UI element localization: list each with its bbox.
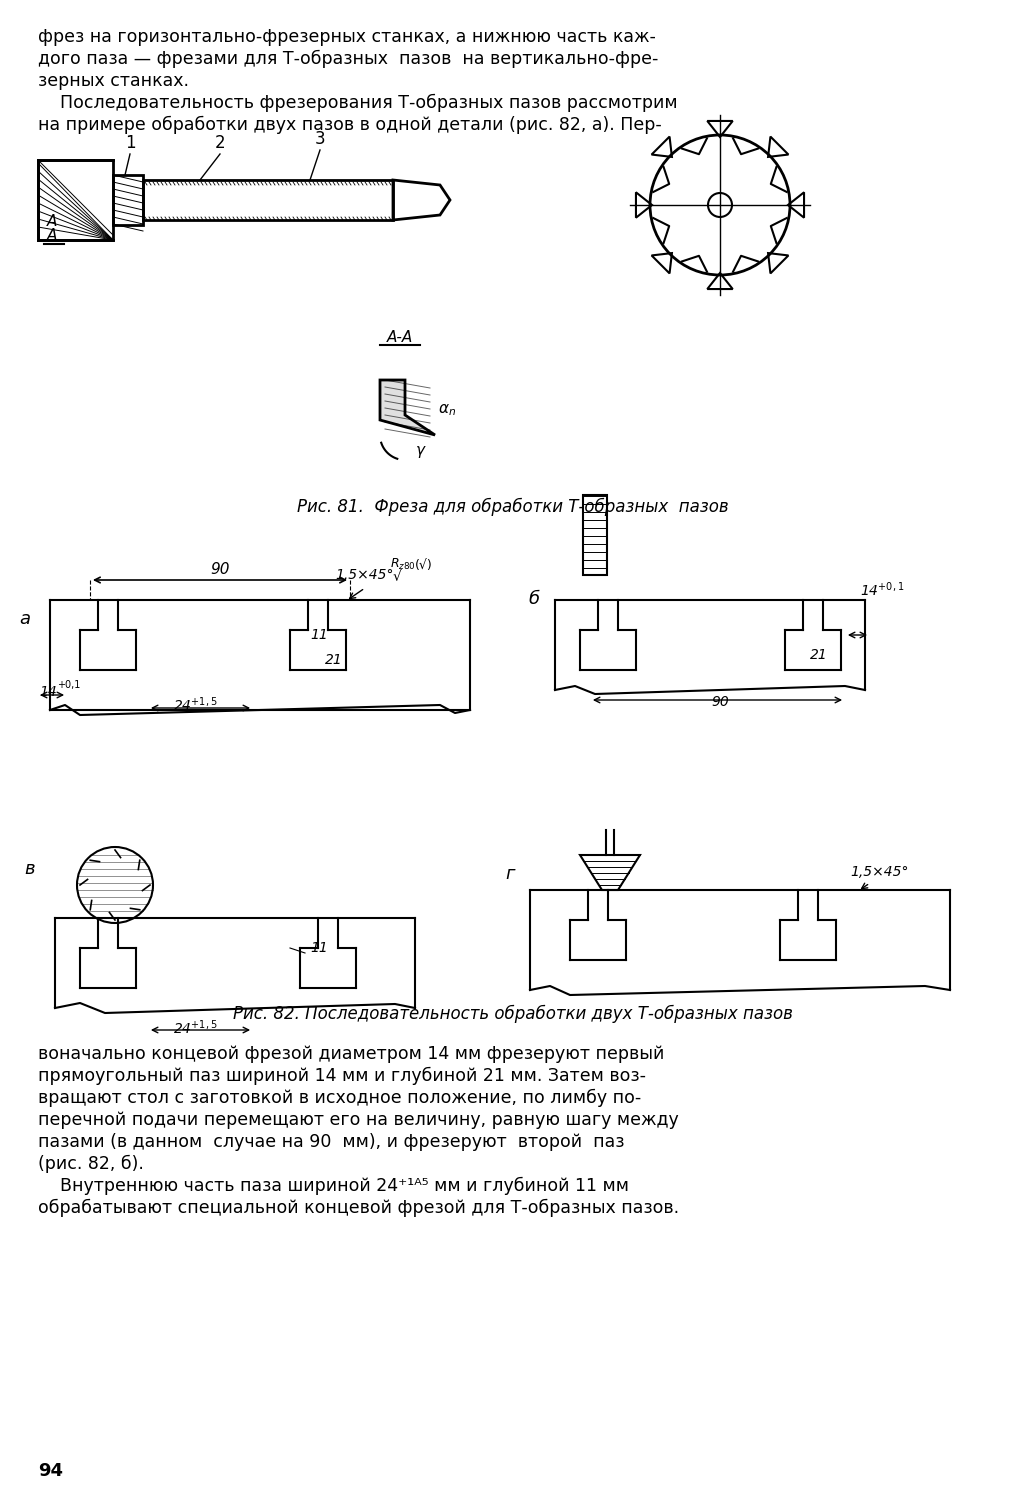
Text: г: г <box>506 865 515 883</box>
Text: б: б <box>528 590 540 608</box>
Text: 1,5×45°: 1,5×45° <box>850 865 908 879</box>
Polygon shape <box>380 380 435 435</box>
Text: $\alpha_n$: $\alpha_n$ <box>438 402 457 418</box>
Text: 2: 2 <box>214 134 226 152</box>
Text: обрабатывают специальной концевой фрезой для Т-образных пазов.: обрабатывают специальной концевой фрезой… <box>38 1198 679 1216</box>
Text: 1: 1 <box>125 134 135 152</box>
Text: прямоугольный паз шириной 14 мм и глубиной 21 мм. Затем воз-: прямоугольный паз шириной 14 мм и глубин… <box>38 1066 646 1084</box>
Text: 24$^{+1,5}$: 24$^{+1,5}$ <box>172 694 218 714</box>
Text: перечной подачи перемещают его на величину, равную шагу между: перечной подачи перемещают его на величи… <box>38 1112 679 1130</box>
Text: зерных станках.: зерных станках. <box>38 72 189 90</box>
Text: 21: 21 <box>325 652 343 668</box>
Text: $\gamma$: $\gamma$ <box>415 444 427 460</box>
Text: (рис. 82, б).: (рис. 82, б). <box>38 1155 144 1173</box>
Bar <box>143 180 393 220</box>
Text: вращают стол с заготовкой в исходное положение, по лимбу по-: вращают стол с заготовкой в исходное пол… <box>38 1089 641 1107</box>
Text: пазами (в данном  случае на 90  мм), и фрезеруют  второй  паз: пазами (в данном случае на 90 мм), и фре… <box>38 1132 625 1150</box>
Text: на примере обработки двух пазов в одной детали (рис. 82, а). Пер-: на примере обработки двух пазов в одной … <box>38 116 662 134</box>
Text: $R_{z80}$: $R_{z80}$ <box>390 556 416 572</box>
Text: в: в <box>25 859 35 877</box>
Bar <box>38 160 113 240</box>
Text: 94: 94 <box>38 1462 63 1480</box>
Text: Рис. 81.  Фреза для обработки Т-образных  пазов: Рис. 81. Фреза для обработки Т-образных … <box>298 498 728 516</box>
Text: 11: 11 <box>310 940 327 956</box>
Text: 24$^{+1,5}$: 24$^{+1,5}$ <box>172 1019 218 1036</box>
Bar <box>113 176 143 225</box>
Text: A: A <box>47 214 57 230</box>
Text: (√): (√) <box>415 560 433 572</box>
Text: √: √ <box>393 570 402 584</box>
Text: Последовательность фрезерования Т-образных пазов рассмотрим: Последовательность фрезерования Т-образн… <box>38 94 677 112</box>
Text: фрез на горизонтально-фрезерных станках, а нижнюю часть каж-: фрез на горизонтально-фрезерных станках,… <box>38 28 656 46</box>
Text: 3: 3 <box>315 130 325 148</box>
Text: a: a <box>19 610 30 628</box>
Text: Рис. 82. Последовательность обработки двух Т-образных пазов: Рис. 82. Последовательность обработки дв… <box>233 1005 793 1023</box>
Text: 90: 90 <box>210 562 230 578</box>
Text: 1,5×45°: 1,5×45° <box>336 568 394 582</box>
Text: дого паза — фрезами для Т-образных  пазов  на вертикально-фре-: дого паза — фрезами для Т-образных пазов… <box>38 50 659 68</box>
Text: 11: 11 <box>310 628 327 642</box>
Text: 90: 90 <box>711 694 728 709</box>
Text: Внутреннюю часть паза шириной 24⁺¹ᴬ⁵ мм и глубиной 11 мм: Внутреннюю часть паза шириной 24⁺¹ᴬ⁵ мм … <box>38 1178 629 1196</box>
Text: 14: 14 <box>39 686 56 699</box>
Text: A: A <box>47 228 57 243</box>
Text: +0,1: +0,1 <box>57 680 80 690</box>
Text: 21: 21 <box>810 648 828 662</box>
Text: A-A: A-A <box>387 330 413 345</box>
Text: воначально концевой фрезой диаметром 14 мм фрезеруют первый: воначально концевой фрезой диаметром 14 … <box>38 1046 665 1064</box>
Text: 14$^{+0,1}$: 14$^{+0,1}$ <box>860 580 904 598</box>
